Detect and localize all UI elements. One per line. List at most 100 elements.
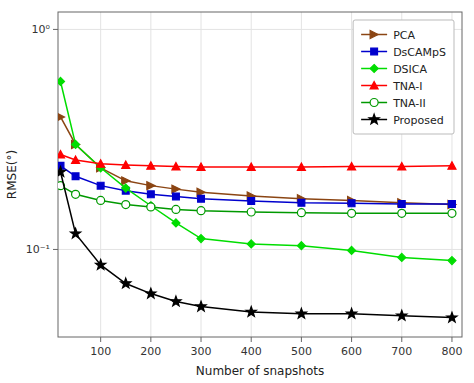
tick-label: 10⁻¹ <box>26 243 50 256</box>
point <box>171 296 181 306</box>
tick-mark <box>53 249 58 250</box>
tick-mark <box>150 337 151 342</box>
tick-label: 200 <box>140 345 161 358</box>
plot-area <box>58 12 462 337</box>
point <box>147 182 155 190</box>
point <box>70 228 80 238</box>
point <box>197 235 205 243</box>
y-axis-label: RMSE(°) <box>5 150 19 199</box>
point <box>398 253 406 261</box>
point <box>398 199 406 207</box>
tick-label: 800 <box>441 345 462 358</box>
plot-frame <box>58 12 462 337</box>
series <box>58 182 456 218</box>
point <box>146 288 156 298</box>
point <box>172 205 180 213</box>
series <box>58 162 455 207</box>
legend-marker <box>370 31 378 39</box>
point <box>198 195 205 202</box>
grid-line <box>251 12 252 337</box>
legend-marker <box>369 114 379 124</box>
point <box>147 191 154 198</box>
point <box>72 140 80 148</box>
tick-mark <box>201 337 202 342</box>
tick-label: 700 <box>391 345 412 358</box>
point <box>121 278 131 288</box>
legend-label: DsCAMpS <box>393 46 446 59</box>
point <box>173 193 180 200</box>
chart: 10020030040050060070080010⁻¹10⁰Number of… <box>0 0 474 383</box>
point <box>97 182 104 189</box>
point <box>246 307 256 317</box>
point <box>147 162 155 169</box>
grid-line <box>201 12 202 337</box>
point <box>72 156 80 163</box>
point <box>398 163 406 170</box>
series-line <box>61 155 452 167</box>
legend-label: DSICA <box>393 63 427 76</box>
grid-line <box>100 12 101 337</box>
point <box>58 167 66 177</box>
point <box>447 312 457 322</box>
legend-marker <box>371 48 378 55</box>
point <box>297 163 305 170</box>
point <box>172 219 180 227</box>
point <box>398 209 406 217</box>
legend-label: PCA <box>393 29 415 42</box>
tick-label: 100 <box>90 345 111 358</box>
point <box>298 199 305 206</box>
tick-mark <box>100 337 101 342</box>
point <box>448 257 456 265</box>
tick-mark <box>301 337 302 342</box>
point <box>197 207 205 215</box>
legend: PCADsCAMpSDSICATNA-ITNA-IIProposed <box>353 20 454 134</box>
point <box>97 160 105 167</box>
point <box>448 201 456 209</box>
series <box>58 167 457 322</box>
grid <box>58 12 462 337</box>
point <box>296 308 306 318</box>
point <box>96 260 106 270</box>
point <box>58 77 65 85</box>
tick-label: 400 <box>241 345 262 358</box>
point <box>58 113 65 121</box>
point <box>247 208 255 216</box>
point <box>398 201 405 208</box>
point <box>397 310 407 320</box>
series-line <box>61 186 452 214</box>
point <box>58 151 65 158</box>
point <box>348 200 355 207</box>
point <box>172 185 180 193</box>
series <box>58 77 456 264</box>
legend-marker <box>370 82 378 89</box>
legend-box <box>353 20 454 134</box>
series <box>58 151 456 171</box>
point <box>97 196 105 204</box>
tick-mark <box>251 337 252 342</box>
point <box>297 242 305 250</box>
tick-mark <box>351 337 352 342</box>
point <box>72 173 79 180</box>
point <box>297 209 305 217</box>
point <box>197 163 205 170</box>
series-line <box>61 166 452 204</box>
point <box>122 161 130 168</box>
point <box>247 163 255 170</box>
point <box>348 246 356 254</box>
legend-label: TNA-I <box>392 80 422 93</box>
tick-label: 300 <box>191 345 212 358</box>
series-line <box>61 172 452 318</box>
axes: 10020030040050060070080010⁻¹10⁰ <box>26 12 463 358</box>
data <box>58 77 457 322</box>
point <box>122 201 130 209</box>
legend-marker <box>370 99 378 107</box>
point <box>448 162 456 169</box>
x-axis-label: Number of snapshots <box>196 364 324 378</box>
tick-mark <box>53 29 58 30</box>
point <box>346 308 356 318</box>
tick-mark <box>451 337 452 342</box>
grid-line <box>351 12 352 337</box>
point <box>147 203 155 211</box>
grid-line <box>301 12 302 337</box>
series-line <box>61 81 452 260</box>
